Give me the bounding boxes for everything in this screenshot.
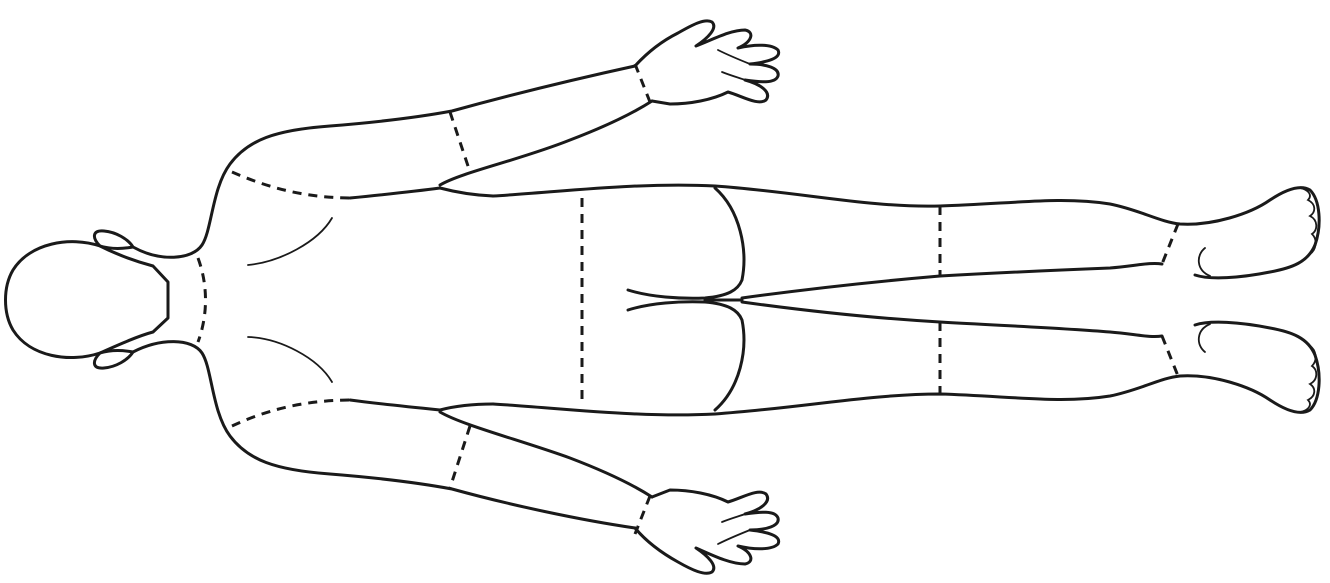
lower-torso-side: [348, 398, 495, 412]
upper-elbow-dash: [448, 111, 472, 173]
upper-torso-side: [348, 186, 495, 200]
upper-toes: [1299, 187, 1318, 255]
lower-leg-inner-edge: [740, 300, 1164, 338]
head[interactable]: [4, 229, 170, 370]
head-outline: [4, 240, 170, 360]
upper-hand-finger-gap-2: [721, 71, 746, 81]
lower-hand-outline: [633, 488, 781, 575]
upper-shoulder-dash: [231, 170, 353, 200]
upper-hand-outline: [633, 19, 781, 106]
upper-arm-back-edge: [131, 64, 637, 259]
lower-leg[interactable]: [491, 300, 1321, 417]
upper-hand-finger-gap-1: [717, 49, 751, 65]
right-shoulder-blade: [247, 336, 333, 383]
upper-body[interactable]: [131, 63, 654, 535]
upper-heel: [1197, 247, 1211, 277]
upper-forearm-front-edge: [438, 99, 654, 187]
lower-ankle-dash: [1160, 335, 1180, 377]
upper-leg-outer-edge: [491, 183, 1321, 280]
lower-hand[interactable]: [633, 488, 781, 575]
lower-forearm-front-edge: [438, 410, 654, 499]
upper-ankle-dash: [1160, 223, 1180, 265]
lower-toes: [1299, 345, 1318, 413]
lower-shoulder-dash: [231, 398, 353, 428]
lower-elbow-dash: [448, 425, 472, 489]
left-buttock-curve: [626, 186, 746, 300]
pelvis[interactable]: [580, 186, 746, 412]
lower-heel: [1197, 323, 1211, 353]
upper-wrist-dash: [633, 63, 652, 103]
right-ear: [93, 349, 135, 370]
neck-dash: [196, 257, 207, 343]
left-ear: [93, 229, 135, 250]
right-buttock-curve: [626, 300, 746, 412]
lower-hand-finger-gap-2: [721, 513, 746, 523]
upper-leg[interactable]: [491, 183, 1321, 300]
lower-arm-back-edge: [131, 340, 637, 530]
lower-hand-finger-gap-1: [717, 529, 751, 545]
lower-leg-outer-edge: [491, 320, 1321, 417]
upper-hand[interactable]: [633, 19, 781, 106]
left-shoulder-blade: [247, 217, 333, 266]
upper-leg-inner-edge: [740, 262, 1164, 300]
lower-wrist-dash: [633, 495, 652, 535]
